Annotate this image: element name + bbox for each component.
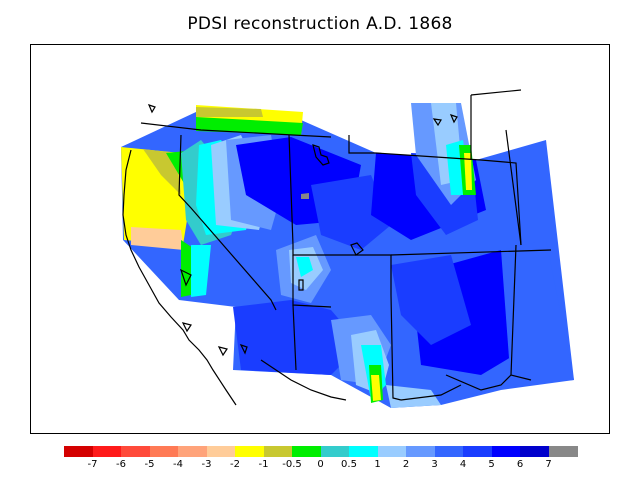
colorbar-swatch	[235, 446, 264, 457]
colorbar-label: 2	[402, 459, 410, 470]
colorbar-label: -0.5	[282, 459, 302, 470]
map-svg	[121, 89, 574, 408]
colorbar-swatch	[149, 446, 179, 457]
colorbar-swatch	[121, 446, 150, 457]
colorbar-swatch	[206, 446, 236, 457]
colorbar-swatch	[349, 446, 378, 457]
colorbar-label: 0.5	[341, 459, 357, 470]
colorbar-label: -1	[258, 459, 269, 470]
colorbar-swatch	[548, 446, 578, 457]
colorbar-label: -6	[116, 459, 126, 470]
state-boundaries	[140, 89, 552, 401]
lakes	[147, 104, 458, 357]
colorbar-swatch	[491, 446, 521, 457]
colorbar-swatch	[463, 446, 492, 457]
colorbar-swatch	[178, 446, 207, 457]
colorbar-label: -4	[173, 459, 183, 470]
colorbar-swatch	[406, 446, 435, 457]
colorbar-label: -2	[230, 459, 240, 470]
colorbar-label: -5	[144, 459, 155, 470]
colorbar-label: 3	[431, 459, 438, 470]
colorbar-label: 5	[488, 459, 495, 470]
colorbar-label: 4	[459, 459, 467, 470]
colorbar-swatch	[520, 446, 549, 457]
colorbar-label: 6	[516, 459, 524, 470]
colorbar-swatch	[263, 446, 293, 457]
pdsi-field	[121, 103, 574, 408]
map-frame	[30, 44, 610, 434]
colorbar-swatch	[92, 446, 122, 457]
colorbar-swatch	[320, 446, 350, 457]
colorbar-swatch	[434, 446, 464, 457]
gulf-coast	[260, 359, 347, 401]
colorbar-label: 0	[317, 459, 324, 470]
colorbar-label: -3	[201, 459, 212, 470]
colorbar-swatch	[64, 446, 93, 457]
pacific-coastline	[122, 149, 237, 406]
map-title: PDSI reconstruction A.D. 1868	[187, 14, 453, 34]
colorbar-label: 7	[545, 459, 552, 470]
colorbar-swatch	[292, 446, 321, 457]
colorbar-swatch	[377, 446, 407, 457]
colorbar-label: -7	[87, 459, 98, 470]
colorbar-label: 1	[374, 459, 381, 470]
